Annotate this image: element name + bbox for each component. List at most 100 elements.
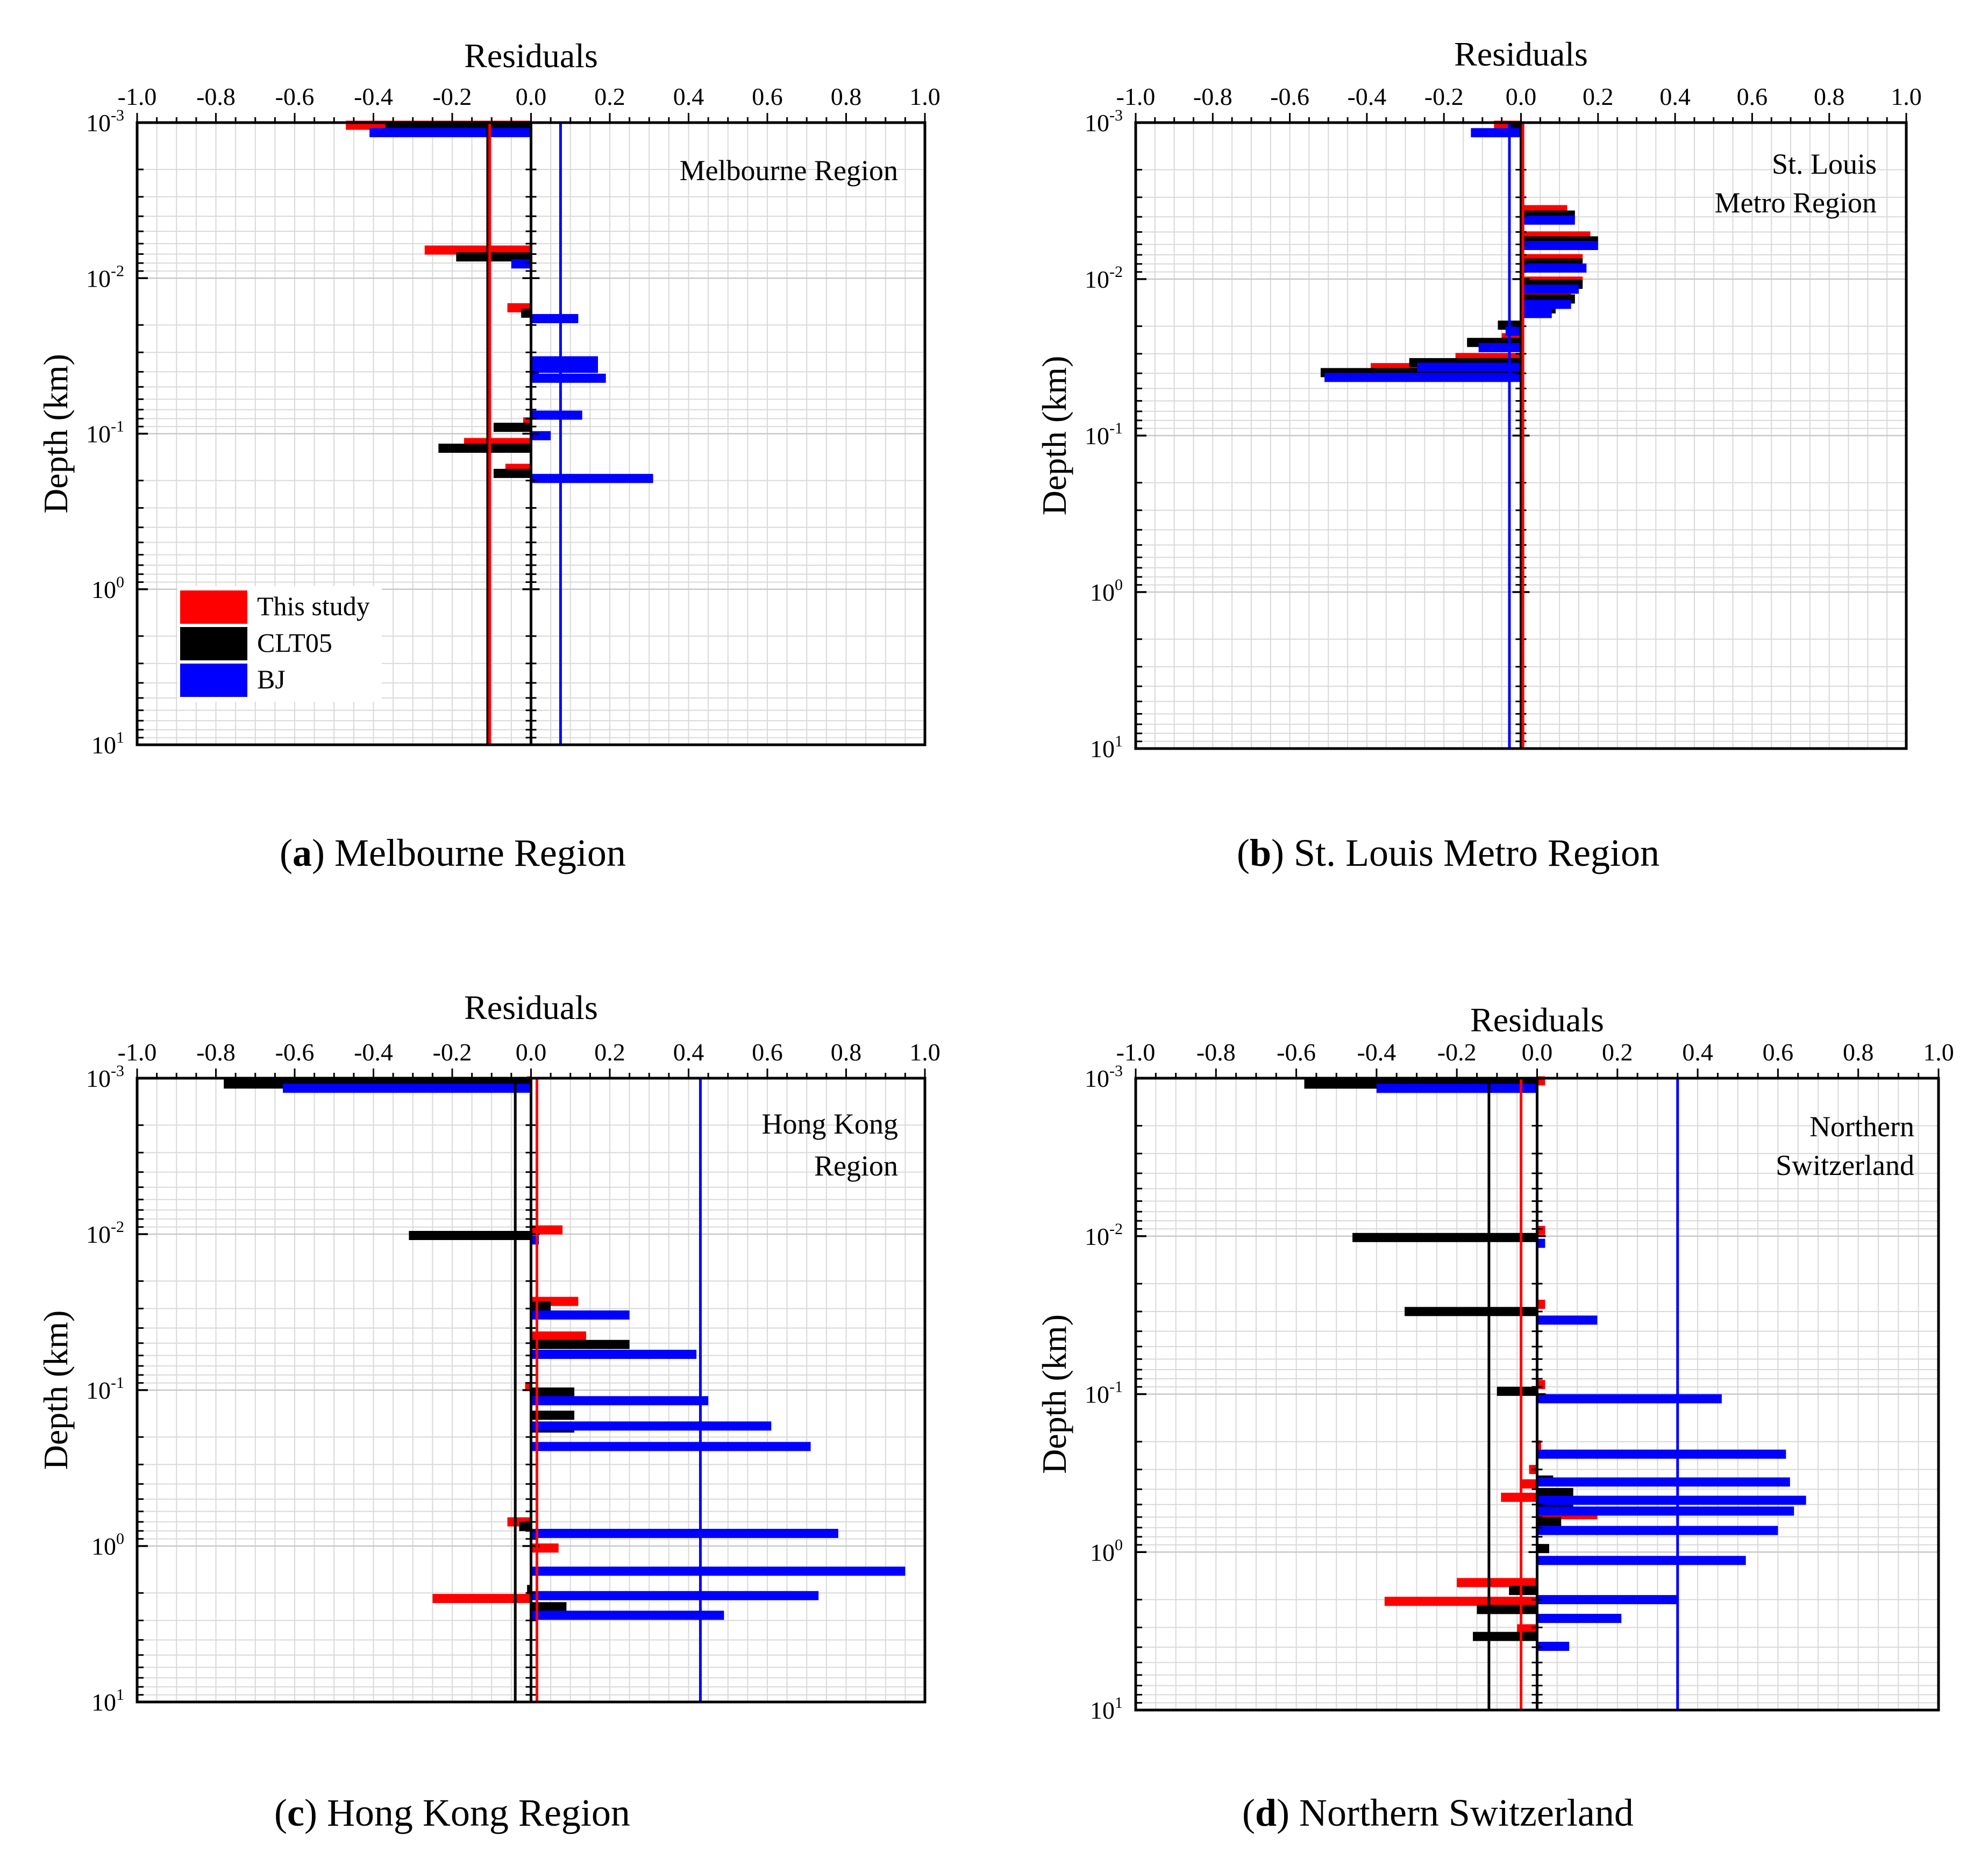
x-tick-label: -0.6	[1277, 1038, 1316, 1066]
bar	[531, 1442, 811, 1451]
series-clt05	[1320, 124, 1598, 378]
region-title: Northern	[1809, 1110, 1914, 1143]
bar	[531, 474, 653, 483]
x-axis-label: Residuals	[464, 37, 598, 75]
bar	[438, 444, 531, 453]
bar	[1521, 241, 1598, 251]
caption-c: (c) Hong Kong Region	[274, 1791, 630, 1834]
bar	[531, 364, 598, 373]
bar	[1505, 326, 1521, 336]
series-bj	[283, 1084, 906, 1620]
y-tick-label: 101	[1090, 732, 1123, 763]
x-tick-label: 0.2	[1602, 1038, 1633, 1066]
y-tick-label: 100	[91, 573, 124, 603]
bar	[1537, 1556, 1746, 1565]
bar	[283, 1084, 531, 1093]
bar	[1521, 1479, 1537, 1488]
bar	[531, 1396, 709, 1406]
x-tick-label: 0.6	[1737, 83, 1768, 110]
x-tick-label: -1.0	[1116, 83, 1156, 110]
bar	[1537, 1394, 1722, 1404]
bar	[1537, 1642, 1570, 1651]
bar	[1457, 1578, 1537, 1587]
series-this-study	[346, 120, 547, 473]
y-tick-label: 100	[1090, 1536, 1123, 1566]
bar	[531, 1301, 551, 1311]
x-tick-label: -0.8	[1193, 83, 1232, 110]
bar	[531, 1543, 559, 1553]
series-clt05	[1304, 1079, 1573, 1641]
x-tick-label: 0.0	[1522, 1038, 1553, 1066]
bar	[531, 373, 606, 383]
bar	[525, 1382, 531, 1392]
x-tick-label: 0.8	[831, 1038, 862, 1066]
x-tick-label: 0.8	[1843, 1038, 1874, 1066]
bar	[531, 314, 579, 323]
bar	[1352, 1233, 1537, 1242]
x-tick-label: -0.4	[1347, 83, 1386, 110]
bar	[531, 1411, 575, 1420]
x-tick-label: -0.6	[275, 83, 315, 110]
y-tick-label: 10-1	[86, 418, 124, 448]
region-title: St. Louis	[1772, 148, 1877, 180]
y-tick-label: 101	[91, 729, 124, 759]
caption-b: (b) St. Louis Metro Region	[1237, 831, 1660, 874]
bars	[1320, 120, 1598, 382]
bar	[511, 259, 531, 269]
y-axis-label: Depth (km)	[1035, 356, 1073, 516]
x-tick-label: -1.0	[118, 83, 157, 110]
x-tick-label: 1.0	[1923, 1038, 1954, 1066]
bar	[1537, 1495, 1806, 1505]
bar	[1521, 309, 1552, 318]
legend-label: BJ	[257, 664, 286, 694]
legend-label: CLT05	[257, 628, 332, 658]
x-tick-label: -0.4	[1357, 1038, 1396, 1066]
legend: This study CLT05 BJ	[177, 586, 382, 702]
chart-panel-1: -1.0 -0.8 -0.6 -0.4 -0.2 0.0 0.2 0.4 0.6 0.8 1.0 Re…	[37, 37, 940, 759]
bar	[1537, 1477, 1790, 1487]
chart-panel-2: -1.0 -0.8 -0.6 -0.4 -0.2 0.0 0.2 0.4 0.6 0.8 1.0 Re…	[1035, 35, 1922, 763]
bar	[1537, 1315, 1598, 1325]
bar	[1537, 1544, 1549, 1554]
x-axis-top: -1.0 -0.8 -0.6 -0.4 -0.2 0.0 0.2 0.4 0.6 0.8 1.0	[118, 1038, 940, 1078]
x-axis-label: Residuals	[1454, 35, 1588, 73]
bar	[456, 252, 531, 262]
x-tick-label: -0.2	[433, 83, 472, 110]
bar	[1384, 1597, 1537, 1606]
mean-lines	[486, 123, 562, 745]
mean-lines	[514, 1078, 702, 1702]
y-tick-label: 10-1	[1085, 419, 1123, 450]
x-axis-top: -1.0 -0.8 -0.6 -0.4 -0.2 0.0 0.2 0.4 0.6 0.8 1.0	[1116, 83, 1922, 123]
x-axis-label: Residuals	[464, 988, 598, 1027]
x-tick-label: 0.4	[1659, 83, 1691, 110]
region-title: Melbourne Region	[680, 154, 898, 187]
x-tick-label: 0.6	[1763, 1038, 1794, 1066]
bar	[1324, 373, 1521, 382]
legend-label: This study	[257, 591, 370, 621]
y-axis-label: Depth (km)	[1035, 1314, 1073, 1474]
x-axis-label: Residuals	[1470, 1001, 1604, 1039]
bar	[1537, 1516, 1562, 1526]
x-tick-label: -1.0	[1116, 1038, 1156, 1066]
y-tick-label: 10-2	[86, 262, 124, 292]
bar	[409, 1230, 531, 1240]
x-axis-top: -1.0 -0.8 -0.6 -0.4 -0.2 0.0 0.2 0.4 0.6 0.8 1.0	[118, 83, 940, 123]
zero-axis-ticks	[1512, 122, 1530, 743]
bar	[1477, 1605, 1537, 1614]
y-tick-label: 10-3	[86, 106, 124, 137]
bar	[531, 1340, 630, 1349]
y-tick-label: 10-1	[86, 1374, 124, 1404]
bar	[1537, 1506, 1794, 1516]
legend-swatch	[180, 664, 247, 697]
x-tick-label: 0.0	[516, 1038, 547, 1066]
bar	[531, 1350, 697, 1359]
legend-swatch	[180, 590, 247, 624]
x-tick-label: 1.0	[909, 83, 940, 110]
y-tick-label: 10-3	[1085, 1062, 1123, 1092]
y-axis: 10-3 10-2 10-1 100 101	[1085, 1062, 1146, 1724]
bar	[1537, 1488, 1573, 1498]
y-axis: 10-3 10-2 10-1 100 101	[86, 1062, 148, 1716]
bar	[1497, 1386, 1537, 1396]
x-tick-label: -0.4	[354, 1038, 393, 1066]
